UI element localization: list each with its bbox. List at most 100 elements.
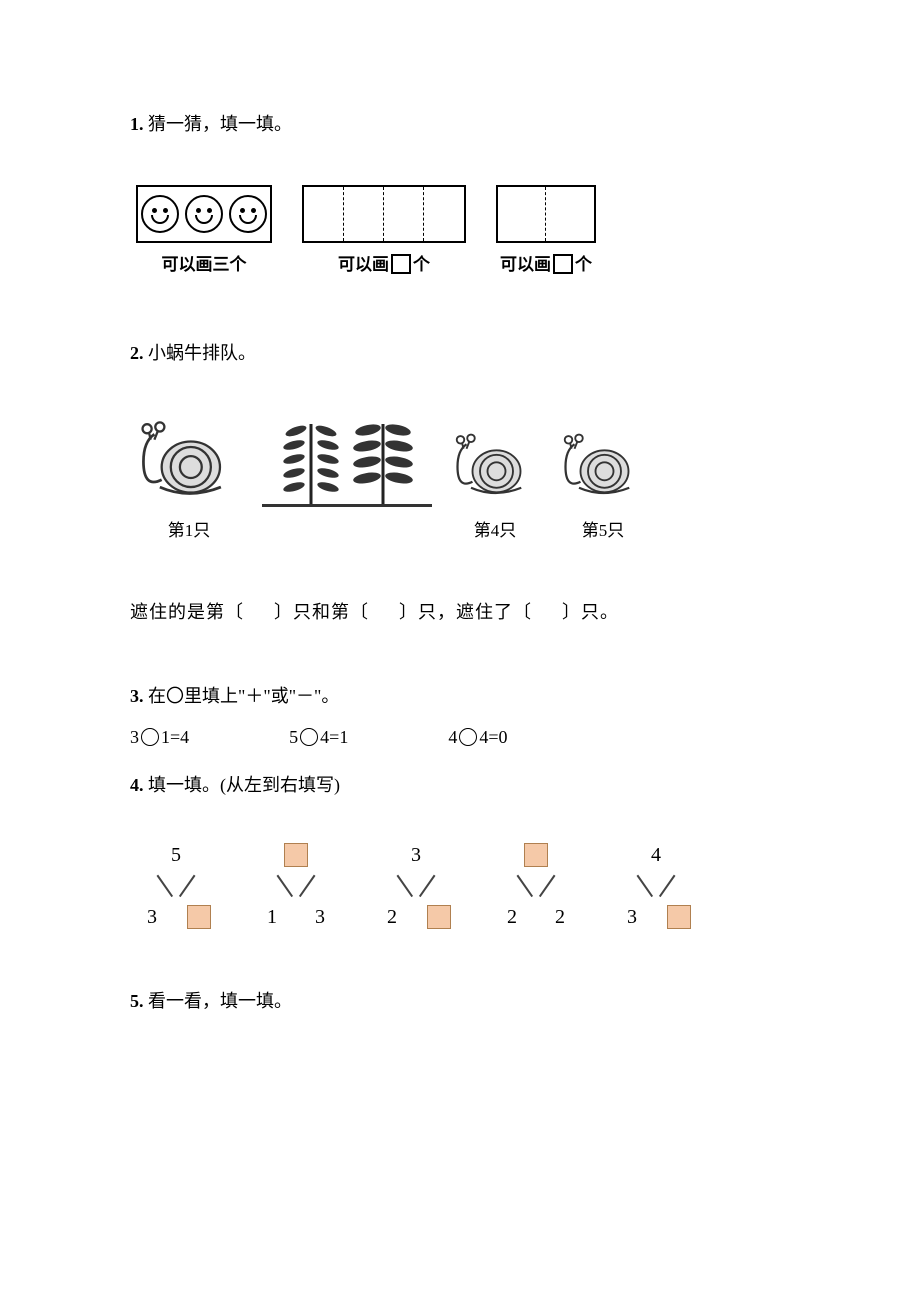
snail-icon [558, 428, 648, 507]
answer-box-peach[interactable] [187, 905, 211, 929]
op-circle[interactable] [300, 728, 318, 746]
eq-a: 5 [289, 727, 298, 747]
q2-fill-text: 〕只和第〔 [274, 602, 369, 622]
op-circle[interactable] [459, 728, 477, 746]
q1-box-2: 可以画 个 [302, 185, 466, 278]
bond-bottom: 3 [621, 903, 691, 931]
q2-prompt: 2. 小蜗牛排队。 [130, 339, 790, 368]
snail-5: 第5只 [558, 428, 648, 544]
eq-b: 1 [161, 727, 170, 747]
vee-lines [516, 875, 556, 897]
number-bond: 1 3 [256, 841, 336, 931]
q1-label-text: 可以画 [500, 251, 551, 278]
answer-box[interactable] [391, 254, 411, 274]
q1-box-1: 可以画三个 [136, 185, 272, 278]
q1-cell [384, 187, 424, 241]
answer-box-peach[interactable] [427, 905, 451, 929]
bond-left: 1 [261, 903, 283, 931]
vee-lines [636, 875, 676, 897]
eq-a: 3 [130, 727, 139, 747]
q1-cell [498, 187, 546, 241]
q1-cell [182, 187, 226, 241]
q1-cell [344, 187, 384, 241]
vee-lines [276, 875, 316, 897]
fill-blank[interactable] [532, 598, 562, 627]
q3-number: 3. [130, 686, 144, 706]
bond-right[interactable] [427, 903, 451, 931]
q1-label-3: 可以画 个 [500, 251, 592, 278]
smiley-icon [141, 195, 179, 233]
answer-box-peach[interactable] [667, 905, 691, 929]
number-bond: 3 2 [376, 841, 456, 931]
answer-box[interactable] [553, 254, 573, 274]
plant-icon [353, 419, 413, 504]
number-bond: 4 3 [616, 841, 696, 931]
bond-top: 4 [651, 841, 661, 869]
q1-cell [424, 187, 464, 241]
q2-fill-text: 〕只。 [562, 602, 619, 622]
eq-b: 4 [320, 727, 329, 747]
eq-r: 0 [498, 727, 507, 747]
bond-top: 5 [171, 841, 181, 869]
number-bond: 2 2 [496, 841, 576, 931]
q2-fill-sentence: 遮住的是第〔 〕只和第〔 〕只，遮住了〔 〕只。 [130, 598, 790, 627]
bond-bottom: 1 3 [261, 903, 331, 931]
q1-rect-3 [496, 185, 596, 243]
q2-text: 小蜗牛排队。 [148, 343, 256, 363]
q5-number: 5. [130, 991, 144, 1011]
bond-top[interactable] [524, 841, 548, 869]
plants-icon [262, 412, 432, 507]
snail-5-label: 第5只 [582, 517, 625, 544]
q1-cell [138, 187, 182, 241]
snail-4: 第4只 [450, 428, 540, 544]
eq-r: 4 [180, 727, 189, 747]
q1-text: 猜一猜，填一填。 [148, 114, 292, 134]
q1-box-3: 可以画 个 [496, 185, 596, 278]
q4-text: 填一填。(从左到右填写) [148, 775, 340, 795]
bond-right: 3 [309, 903, 331, 931]
snail-1: 第1只 [134, 416, 244, 544]
q3-equations: 31=4 54=1 44=0 [130, 723, 790, 752]
snail-icon [450, 428, 540, 507]
number-bond: 5 3 [136, 841, 216, 931]
bond-top: 3 [411, 841, 421, 869]
plants-label [345, 517, 349, 544]
q2-diagram: 第1只 [130, 408, 790, 548]
bond-left: 2 [501, 903, 523, 931]
bond-right[interactable] [187, 903, 211, 931]
bond-right[interactable] [667, 903, 691, 931]
snail-1-label: 第1只 [168, 517, 211, 544]
eq-a: 4 [448, 727, 457, 747]
bond-top[interactable] [284, 841, 308, 869]
q1-rect-1 [136, 185, 272, 243]
q1-prompt: 1. 猜一猜，填一填。 [130, 110, 790, 139]
bond-bottom: 2 2 [501, 903, 571, 931]
q1-label-2: 可以画 个 [338, 251, 430, 278]
q1-label-1: 可以画三个 [162, 251, 247, 278]
bond-left: 2 [381, 903, 403, 931]
q5-text: 看一看，填一填。 [148, 991, 292, 1011]
bond-bottom: 3 [141, 903, 211, 931]
plant-icon [281, 419, 341, 504]
eq-r: 1 [339, 727, 348, 747]
answer-box-peach[interactable] [284, 843, 308, 867]
eq-b: 4 [479, 727, 488, 747]
bond-left: 3 [141, 903, 163, 931]
q5-prompt: 5. 看一看，填一填。 [130, 987, 790, 1016]
fill-blank[interactable] [369, 598, 399, 627]
q1-label-text: 个 [575, 251, 592, 278]
vee-lines [396, 875, 436, 897]
fill-blank[interactable] [244, 598, 274, 627]
q2-fill-text: 遮住的是第〔 [130, 602, 244, 622]
q1-cell [304, 187, 344, 241]
smiley-icon [229, 195, 267, 233]
bond-bottom: 2 [381, 903, 451, 931]
op-circle[interactable] [141, 728, 159, 746]
vee-lines [156, 875, 196, 897]
q1-rect-2 [302, 185, 466, 243]
answer-box-peach[interactable] [524, 843, 548, 867]
q1-label-text: 可以画 [338, 251, 389, 278]
q3-eq-3: 44=0 [448, 723, 507, 752]
q4-diagram: 5 3 1 3 3 2 [130, 835, 790, 937]
snail-4-label: 第4只 [474, 517, 517, 544]
